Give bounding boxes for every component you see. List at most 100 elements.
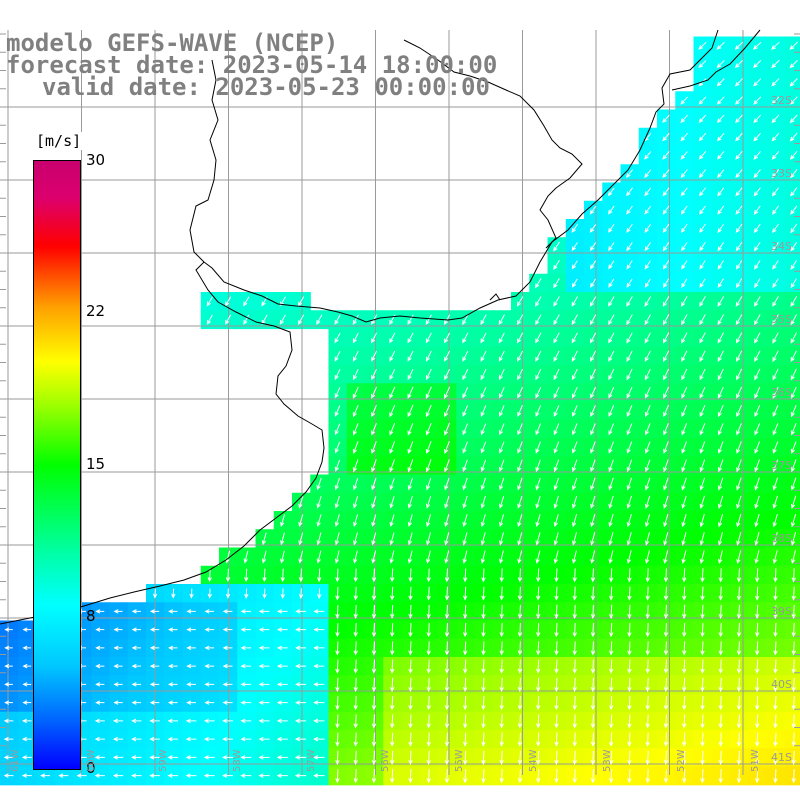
wind-arrow: [279, 314, 286, 325]
wind-arrow: [185, 718, 197, 724]
wind-arrow: [390, 714, 395, 729]
wind-arrow: [590, 714, 596, 729]
wind-arrow: [681, 423, 688, 436]
wind-arrow: [22, 663, 32, 669]
wind-arrow: [425, 422, 432, 436]
wind-arrow: [736, 623, 742, 638]
wind-arrow: [773, 677, 778, 693]
wind-arrow: [554, 659, 559, 674]
wind-arrow: [276, 773, 288, 778]
wind-arrow: [113, 663, 123, 669]
wind-arrow: [754, 296, 761, 307]
wind-arrow: [553, 532, 559, 546]
wind-arrow: [590, 278, 596, 288]
wind-arrow: [700, 750, 705, 766]
wind-arrow: [716, 132, 725, 142]
wind-arrow: [753, 187, 761, 197]
wind-arrow: [755, 714, 760, 729]
wind-arrow: [444, 623, 450, 638]
wind-arrow: [517, 696, 523, 711]
wind-arrow: [736, 404, 742, 418]
wind-arrow: [790, 368, 797, 381]
wind-arrow: [95, 627, 105, 632]
wind-arrow: [243, 296, 250, 307]
wind-arrow: [94, 773, 105, 778]
wind-arrow: [590, 677, 596, 693]
wind-arrow: [463, 568, 468, 583]
wind-arrow: [536, 604, 541, 620]
wind-arrow: [371, 459, 377, 473]
wind-cell: [784, 620, 800, 640]
wind-arrow: [334, 550, 340, 564]
wind-cell: [784, 200, 800, 220]
wind-arrow: [185, 736, 197, 742]
wind-arrow: [590, 477, 596, 491]
wind-arrow: [444, 714, 450, 729]
wind-arrow: [185, 773, 197, 778]
wind-arrow: [753, 241, 761, 252]
wind-arrow: [480, 332, 487, 344]
wind-arrow: [222, 700, 233, 705]
wind-arrow: [463, 586, 468, 601]
wind-arrow: [791, 696, 796, 711]
wind-arrow: [426, 750, 431, 766]
coastline-detail: [189, 39, 583, 263]
wind-arrow: [444, 586, 450, 601]
wind-arrow: [608, 405, 615, 418]
wind-arrow: [294, 736, 307, 742]
wind-arrow: [258, 682, 270, 687]
wind-arrow: [498, 423, 505, 436]
wind-arrow: [390, 750, 395, 766]
wind-arrow: [698, 41, 707, 50]
wind-arrow: [681, 296, 688, 307]
wind-arrow: [681, 242, 688, 252]
wind-arrow: [590, 386, 596, 399]
wind-arrow: [716, 114, 725, 124]
wind-arrow: [662, 187, 670, 197]
wind-arrow: [553, 459, 560, 473]
wind-arrow: [222, 773, 234, 778]
wind-arrow: [590, 550, 596, 564]
wind-cell: [784, 182, 800, 202]
wind-arrow: [590, 368, 597, 381]
wind-arrow: [755, 568, 760, 583]
wind-arrow: [480, 550, 486, 564]
wind-arrow: [463, 696, 468, 711]
wind-arrow: [735, 296, 743, 307]
wind-arrow: [371, 368, 377, 381]
lat-label: 32S: [771, 94, 792, 107]
wind-arrow: [498, 514, 505, 528]
wind-arrow: [717, 242, 725, 252]
wind-arrow: [627, 696, 632, 711]
wind-arrow: [700, 641, 705, 656]
wind-arrow: [717, 532, 724, 546]
wind-arrow: [335, 677, 340, 693]
wind-arrow: [755, 732, 760, 747]
wind-arrow: [735, 169, 743, 179]
wind-arrow: [407, 350, 414, 362]
wind-arrow: [681, 513, 687, 528]
wind-arrow: [553, 495, 559, 509]
wind-arrow: [571, 296, 579, 307]
wind-arrow: [462, 332, 469, 344]
wind-arrow: [680, 114, 688, 124]
wind-arrow: [771, 78, 780, 87]
wind-arrow: [240, 627, 252, 632]
wind-arrow: [353, 750, 358, 766]
wind-arrow: [717, 459, 724, 473]
wind-arrow: [131, 627, 141, 632]
wind-arrow: [553, 296, 560, 307]
wind-arrow: [58, 773, 69, 778]
wind-arrow: [717, 368, 724, 381]
wind-arrow: [3, 755, 14, 760]
wind-arrow: [425, 368, 432, 381]
wind-arrow: [771, 187, 780, 197]
wind-arrow: [203, 773, 215, 778]
wind-arrow: [498, 441, 505, 454]
wind-arrow: [571, 260, 578, 270]
wind-arrow: [444, 368, 450, 381]
wind-arrow: [535, 314, 542, 326]
wind-arrow: [718, 769, 723, 784]
wind-arrow: [94, 718, 105, 724]
wind-arrow: [499, 732, 504, 747]
